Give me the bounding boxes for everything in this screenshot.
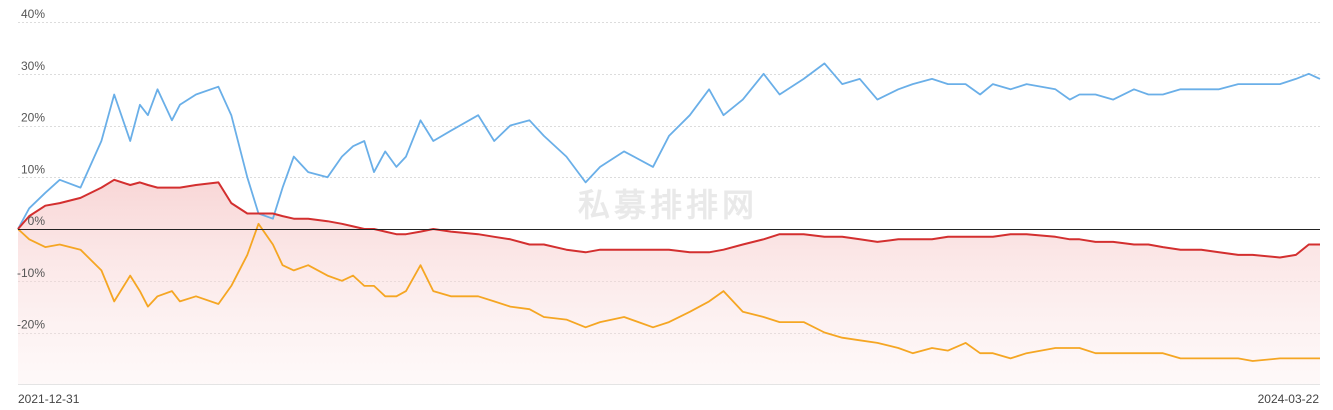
y-tick-label: 0% (28, 214, 46, 228)
y-tick-label: -10% (17, 266, 45, 280)
y-tick-label: 30% (21, 59, 45, 73)
y-tick-label: -20% (17, 318, 45, 332)
y-tick-label: 20% (21, 111, 45, 125)
series-line-2 (17, 178, 1320, 259)
y-tick-label: 40% (21, 7, 45, 21)
series-line-1 (17, 222, 1320, 362)
series-lines (17, 62, 1321, 362)
area-fill (18, 179, 1320, 384)
watermark: 私募排排网 (578, 186, 758, 224)
x-tick-label-start: 2021-12-31 (18, 392, 80, 406)
series-line-0 (17, 62, 1321, 230)
x-tick-label-end: 2024-03-22 (1258, 392, 1320, 406)
y-tick-label: 10% (21, 162, 45, 176)
series-area-fill (18, 179, 1320, 384)
y-axis-labels: 40% 30% 20% 10% 0% -10% -20% (17, 7, 45, 332)
